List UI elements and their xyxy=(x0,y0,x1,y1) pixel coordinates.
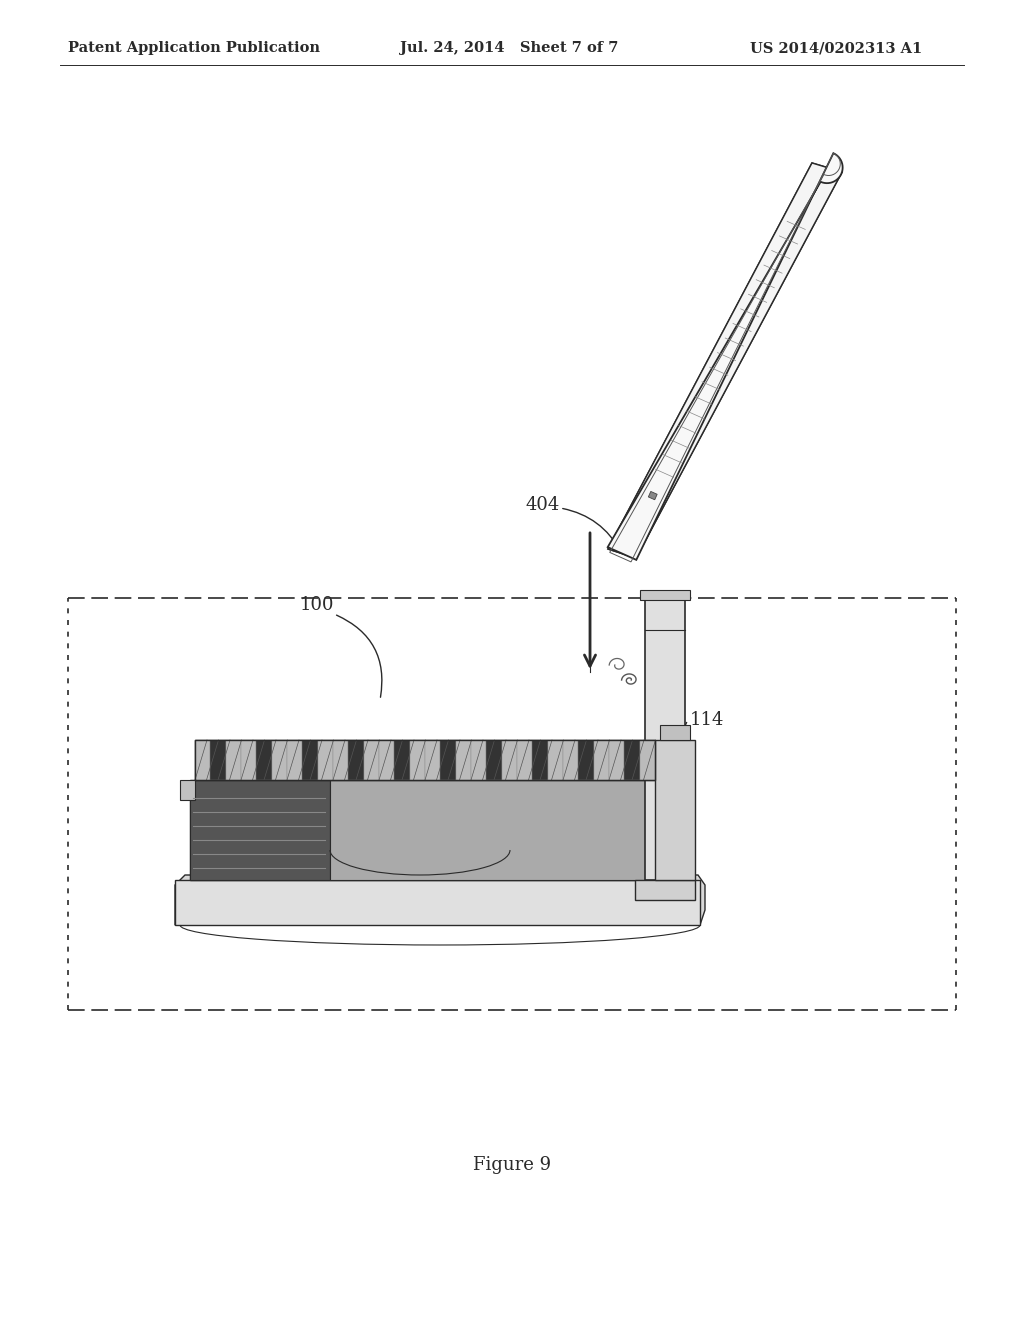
Polygon shape xyxy=(271,741,287,780)
Polygon shape xyxy=(317,741,333,780)
Polygon shape xyxy=(394,741,410,780)
Polygon shape xyxy=(640,590,690,601)
Text: 100: 100 xyxy=(300,597,335,614)
Polygon shape xyxy=(594,741,609,780)
Polygon shape xyxy=(425,741,440,780)
Polygon shape xyxy=(195,741,210,780)
Polygon shape xyxy=(175,880,700,925)
Polygon shape xyxy=(256,741,271,780)
Polygon shape xyxy=(486,741,502,780)
Polygon shape xyxy=(190,780,655,880)
Polygon shape xyxy=(608,162,842,558)
Polygon shape xyxy=(348,741,364,780)
Polygon shape xyxy=(180,780,195,800)
Polygon shape xyxy=(517,741,532,780)
Polygon shape xyxy=(502,741,517,780)
Polygon shape xyxy=(379,741,394,780)
Text: Figure 9: Figure 9 xyxy=(473,1156,551,1173)
Polygon shape xyxy=(548,741,563,780)
Polygon shape xyxy=(456,741,471,780)
Polygon shape xyxy=(607,153,843,560)
Polygon shape xyxy=(609,741,625,780)
FancyArrowPatch shape xyxy=(680,722,687,758)
Polygon shape xyxy=(645,601,685,880)
Polygon shape xyxy=(635,880,695,900)
FancyArrowPatch shape xyxy=(337,615,382,697)
Polygon shape xyxy=(225,741,241,780)
Polygon shape xyxy=(640,741,655,780)
Polygon shape xyxy=(625,741,640,780)
Polygon shape xyxy=(608,162,842,558)
Polygon shape xyxy=(648,491,657,500)
Polygon shape xyxy=(175,875,705,925)
Polygon shape xyxy=(302,741,317,780)
Polygon shape xyxy=(210,741,225,780)
Text: Jul. 24, 2014   Sheet 7 of 7: Jul. 24, 2014 Sheet 7 of 7 xyxy=(400,41,618,55)
Polygon shape xyxy=(579,741,594,780)
FancyArrowPatch shape xyxy=(563,508,621,552)
Polygon shape xyxy=(241,741,256,780)
Polygon shape xyxy=(364,741,379,780)
Text: 114: 114 xyxy=(690,711,724,729)
Polygon shape xyxy=(410,741,425,780)
Polygon shape xyxy=(195,741,655,780)
Polygon shape xyxy=(532,741,548,780)
Polygon shape xyxy=(190,780,330,880)
Polygon shape xyxy=(471,741,486,780)
Text: US 2014/0202313 A1: US 2014/0202313 A1 xyxy=(750,41,923,55)
Polygon shape xyxy=(330,780,655,880)
Polygon shape xyxy=(660,725,690,741)
Text: 404: 404 xyxy=(525,496,559,513)
Text: Patent Application Publication: Patent Application Publication xyxy=(68,41,319,55)
Polygon shape xyxy=(333,741,348,780)
Polygon shape xyxy=(287,741,302,780)
Polygon shape xyxy=(563,741,579,780)
Polygon shape xyxy=(655,741,695,880)
Polygon shape xyxy=(440,741,456,780)
